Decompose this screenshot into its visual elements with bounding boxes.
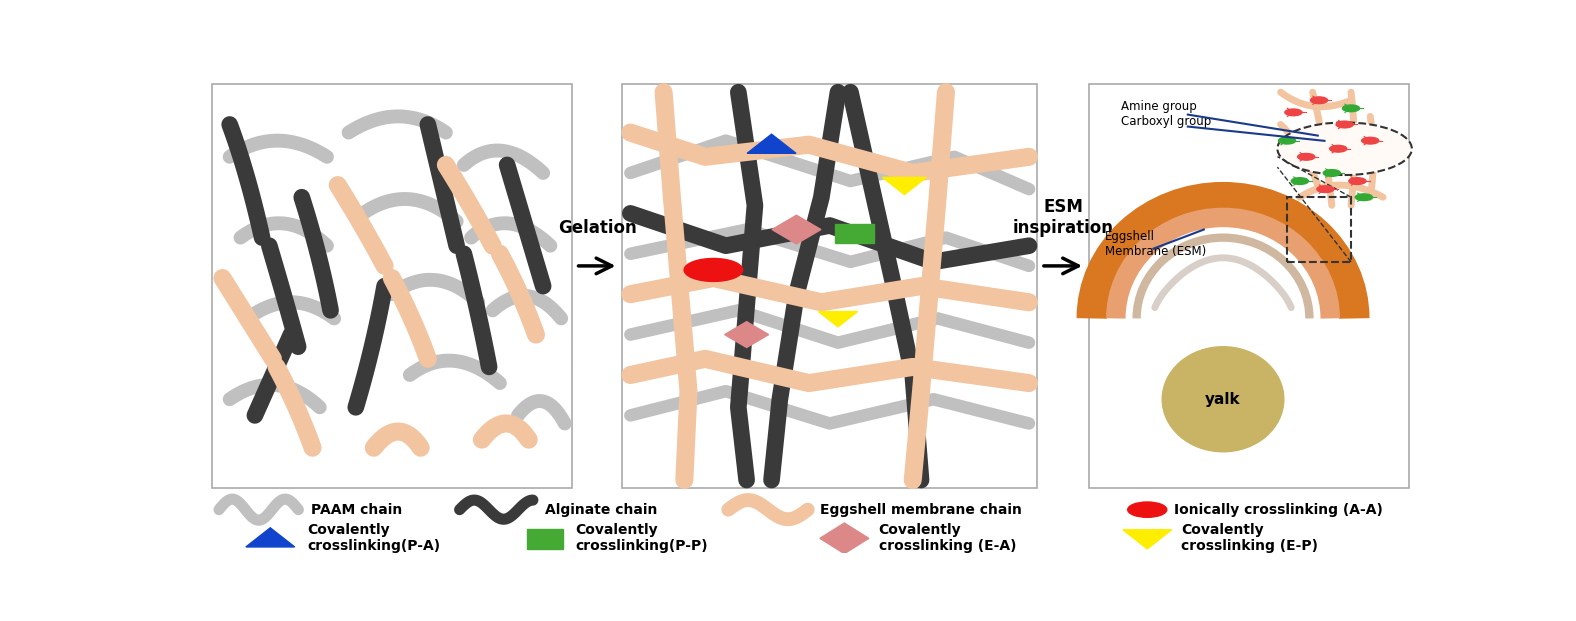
Circle shape (1362, 137, 1379, 144)
Circle shape (1324, 170, 1340, 176)
Circle shape (1330, 145, 1347, 152)
Text: Covalently
crosslinking(P-P): Covalently crosslinking(P-P) (575, 524, 708, 553)
Polygon shape (725, 322, 769, 348)
Circle shape (1291, 178, 1308, 184)
Polygon shape (883, 178, 927, 194)
Circle shape (1349, 178, 1366, 184)
Circle shape (1128, 502, 1166, 517)
Text: Amine group
Carboxyl group: Amine group Carboxyl group (1121, 100, 1210, 129)
Circle shape (684, 258, 742, 281)
Circle shape (1278, 122, 1412, 175)
Circle shape (1336, 121, 1354, 128)
Polygon shape (246, 528, 295, 547)
Polygon shape (1122, 530, 1171, 549)
Text: Covalently
crosslinking (E-A): Covalently crosslinking (E-A) (878, 524, 1017, 553)
Bar (526, 529, 563, 549)
Text: ESM
inspiration: ESM inspiration (1012, 199, 1114, 237)
Text: Gelation: Gelation (558, 219, 637, 237)
Polygon shape (820, 523, 868, 554)
Circle shape (1284, 109, 1302, 116)
Text: Ionically crosslinking (A-A): Ionically crosslinking (A-A) (1174, 502, 1384, 517)
Text: yalk: yalk (1206, 392, 1240, 407)
Circle shape (1343, 105, 1360, 112)
Circle shape (1355, 194, 1373, 201)
Text: Eggshell
Membrane (ESM): Eggshell Membrane (ESM) (1105, 230, 1206, 258)
Circle shape (1278, 137, 1295, 144)
Text: Alginate chain: Alginate chain (545, 502, 657, 517)
Bar (1089, 84, 1409, 488)
Text: Covalently
crosslinking (E-P): Covalently crosslinking (E-P) (1182, 524, 1319, 553)
Circle shape (1318, 186, 1333, 193)
Bar (623, 84, 1037, 488)
Polygon shape (818, 312, 857, 327)
Bar (211, 84, 572, 488)
Text: PAAM chain: PAAM chain (310, 502, 402, 517)
Circle shape (1297, 153, 1314, 160)
Bar (1288, 197, 1351, 262)
Text: Covalently
crosslinking(P-A): Covalently crosslinking(P-A) (307, 524, 440, 553)
Circle shape (1311, 97, 1327, 104)
Polygon shape (772, 215, 821, 244)
Bar (835, 224, 875, 243)
Ellipse shape (1162, 347, 1284, 451)
Text: Eggshell membrane chain: Eggshell membrane chain (820, 502, 1021, 517)
Polygon shape (747, 134, 796, 153)
